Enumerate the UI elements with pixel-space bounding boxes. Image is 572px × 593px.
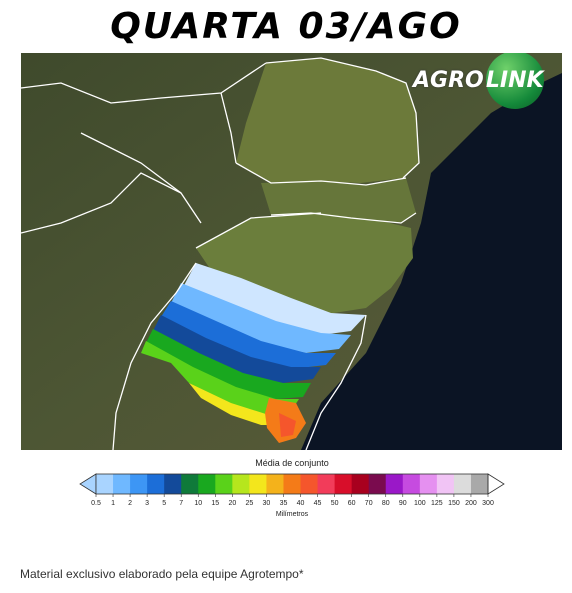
band-25-30mm bbox=[189, 383, 289, 425]
colorbar-segment bbox=[351, 474, 370, 494]
colorbar-tick-label: 5 bbox=[162, 500, 166, 507]
logo-ball: LINK bbox=[485, 53, 544, 109]
colorbar-tick-label: 1 bbox=[111, 500, 115, 507]
colorbar-tick-label: 80 bbox=[382, 500, 390, 507]
colorbar-border bbox=[95, 473, 489, 495]
band-3-5mm bbox=[161, 301, 336, 369]
colorbar-segment bbox=[419, 474, 438, 494]
colorbar-tick-label: 3 bbox=[145, 500, 149, 507]
colorbar-max-arrow bbox=[487, 473, 505, 495]
colorbar-tick-label: 7 bbox=[179, 500, 183, 507]
colorbar-tick-label: 70 bbox=[365, 500, 373, 507]
logo-text-agro: AGRO bbox=[413, 67, 484, 93]
colorbar-tick-label: 45 bbox=[314, 500, 322, 507]
state-parana bbox=[236, 58, 419, 183]
colorbar-segment bbox=[402, 474, 421, 494]
band-10-15mm bbox=[146, 329, 311, 399]
map-canvas bbox=[21, 53, 562, 450]
colorbar-segment bbox=[164, 474, 182, 494]
band-1-2mm bbox=[171, 283, 351, 353]
legend-units: Milímetros bbox=[275, 511, 309, 518]
colorbar-tick-label: 150 bbox=[448, 500, 460, 507]
colorbar: 0.5 1 2 3 5 7 10 15 20 25 30 35 40 45 50 60 70 80 90 100 125… bbox=[79, 473, 505, 507]
colorbar-segment bbox=[232, 474, 250, 494]
colorbar-tick-label: 10 bbox=[194, 500, 202, 507]
colorbar-legend: Média de conjunto 0.5 1 2 3 5 7 10 15 20 25 30 35 40… bbox=[78, 458, 506, 522]
state-santa-catarina bbox=[261, 178, 416, 223]
colorbar-segment bbox=[130, 474, 148, 494]
agrolink-logo: AGRO LINK bbox=[413, 53, 544, 109]
colorbar-tick-label: 200 bbox=[465, 500, 477, 507]
colorbar-tick-label: 25 bbox=[245, 500, 253, 507]
colorbar-tick-label: 0.5 bbox=[91, 500, 101, 507]
band-20-25mm bbox=[141, 341, 299, 415]
colorbar-tick-label: 15 bbox=[211, 500, 219, 507]
colorbar-segment bbox=[300, 474, 319, 494]
colorbar-segment bbox=[113, 474, 131, 494]
colorbar-tick-label: 20 bbox=[228, 500, 236, 507]
colorbar-segment bbox=[147, 474, 165, 494]
colorbar-tick-label: 50 bbox=[331, 500, 339, 507]
legend-title: Média de conjunto bbox=[255, 458, 329, 468]
footer-note: Material exclusivo elaborado pela equipe… bbox=[20, 567, 304, 581]
colorbar-min-arrow bbox=[79, 473, 97, 495]
colorbar-segment bbox=[283, 474, 302, 494]
colorbar-segment bbox=[436, 474, 455, 494]
colorbar-segment bbox=[181, 474, 199, 494]
colorbar-tick-label: 100 bbox=[414, 500, 426, 507]
state-borders bbox=[21, 57, 420, 450]
rainfall-map: AGRO LINK bbox=[21, 53, 562, 450]
colorbar-tick-label: 40 bbox=[297, 500, 305, 507]
colorbar-tick-label: 2 bbox=[128, 500, 132, 507]
colorbar-segment bbox=[198, 474, 216, 494]
colorbar-tick-label: 35 bbox=[280, 500, 288, 507]
colorbar-segment bbox=[385, 474, 404, 494]
colorbar-tick-label: 90 bbox=[399, 500, 407, 507]
colorbar-tick-label: 300 bbox=[482, 500, 494, 507]
colorbar-segment bbox=[249, 474, 267, 494]
colorbar-tick-label: 30 bbox=[263, 500, 271, 507]
colorbar-tick-label: 125 bbox=[431, 500, 443, 507]
colorbar-segment bbox=[215, 474, 233, 494]
band-0-5mm bbox=[181, 263, 366, 335]
band-5-7mm bbox=[153, 315, 321, 383]
colorbar-segment bbox=[470, 474, 489, 494]
band-45mm bbox=[279, 413, 296, 437]
colorbar-segment bbox=[96, 474, 114, 494]
colorbar-segment bbox=[368, 474, 387, 494]
page-title: QUARTA 03/AGO bbox=[110, 6, 462, 47]
colorbar-segment bbox=[334, 474, 353, 494]
logo-text-link: LINK bbox=[485, 67, 544, 93]
colorbar-segment bbox=[266, 474, 284, 494]
colorbar-tick-label: 60 bbox=[348, 500, 356, 507]
colorbar-segment bbox=[453, 474, 472, 494]
colorbar-segment bbox=[317, 474, 336, 494]
ocean-area bbox=[301, 73, 562, 450]
